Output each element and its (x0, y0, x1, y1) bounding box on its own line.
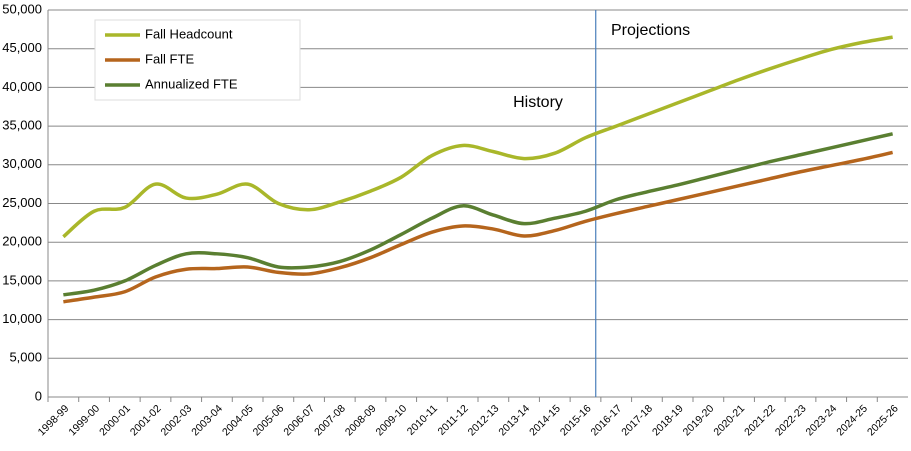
y-tick-label: 15,000 (2, 272, 42, 287)
x-tick-label: 1998-99 (36, 402, 72, 438)
legend-label: Fall FTE (145, 51, 194, 66)
line-series (63, 132, 894, 297)
x-tick-label: 2007-08 (312, 402, 348, 438)
x-tick-label: 2015-16 (558, 402, 594, 438)
x-tick-label: 2021-22 (742, 402, 778, 438)
y-tick-label: 5,000 (9, 350, 42, 365)
x-tick-label: 2023-24 (804, 402, 840, 438)
x-tick-label: 2012-13 (466, 402, 502, 438)
x-tick-label: 2022-23 (773, 402, 809, 438)
x-tick-label: 2013-14 (496, 402, 532, 438)
x-tick-label: 2008-09 (343, 402, 379, 438)
x-tick-label: 2002-03 (159, 402, 195, 438)
x-tick-label: 2018-19 (650, 402, 686, 438)
x-tick-label: 2004-05 (220, 402, 256, 438)
x-tick-label: 2005-06 (251, 402, 287, 438)
x-tick-label: 2025-26 (865, 402, 901, 438)
x-tick-label: 2009-10 (374, 402, 410, 438)
x-tick-label: 2010-11 (405, 402, 440, 437)
x-tick-label: 2001-02 (128, 402, 164, 438)
y-tick-label: 45,000 (2, 40, 42, 55)
x-tick-label: 2011-12 (436, 402, 471, 437)
y-tick-label: 35,000 (2, 118, 42, 133)
line-series (62, 35, 893, 239)
annotation: History (513, 94, 563, 111)
x-tick-label: 2024-25 (834, 402, 870, 438)
x-tick-label: 2006-07 (281, 402, 317, 438)
y-tick-label: 50,000 (2, 1, 42, 16)
legend: Fall Headcount Fall FTE Annualized FTE (94, 19, 301, 101)
x-tick-label: 2000-01 (97, 402, 133, 438)
legend-label: Fall Headcount (145, 26, 233, 41)
annotation: Projections (611, 22, 690, 39)
y-tick-label: 30,000 (2, 156, 42, 171)
x-tick-label: 2017-18 (619, 402, 655, 438)
legend-label: Annualized FTE (145, 76, 238, 91)
y-tick-label: 0 (35, 388, 42, 403)
y-tick-label: 25,000 (2, 195, 42, 210)
x-tick-label: 2016-17 (589, 402, 625, 438)
x-tick-label: 2003-04 (189, 402, 225, 438)
x-tick-label: 2020-21 (711, 402, 747, 438)
line-series (63, 150, 894, 304)
x-tick-label: 1999-00 (66, 402, 102, 438)
y-tick-label: 40,000 (2, 79, 42, 94)
x-tick-label: 2019-20 (681, 402, 717, 438)
y-tick-label: 20,000 (2, 234, 42, 249)
x-tick-label: 2014-15 (527, 402, 563, 438)
y-tick-label: 10,000 (2, 311, 42, 326)
